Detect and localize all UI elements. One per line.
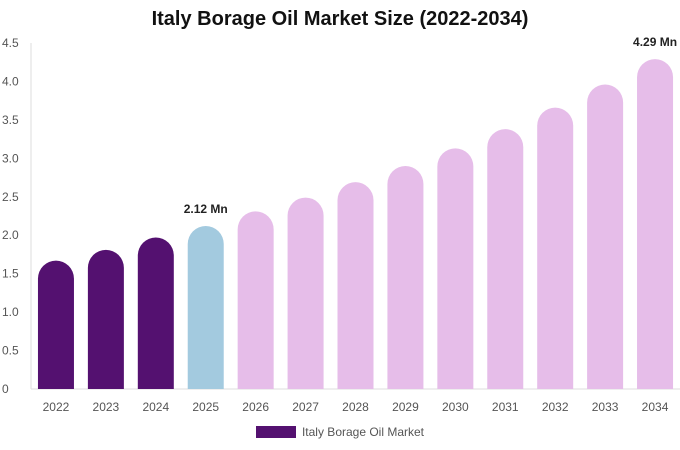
y-tick-label: 2.5: [2, 190, 19, 204]
y-tick-label: 3.5: [2, 113, 19, 127]
bar-2034: [637, 59, 674, 389]
legend: Italy Borage Oil Market: [0, 425, 680, 439]
y-tick-label: 2.0: [2, 228, 19, 242]
y-tick-label: 4.0: [2, 74, 19, 88]
y-tick-label: 0.5: [2, 344, 19, 358]
y-tick-label: 1.0: [2, 305, 19, 319]
data-label-2034: 4.29 Mn: [633, 35, 677, 49]
bar-2033: [587, 84, 624, 390]
bar-2023: [87, 249, 124, 389]
data-labels: 2.12 Mn 4.29 Mn: [184, 35, 677, 216]
x-tick-label: 2031: [492, 400, 519, 414]
bar-2025: [187, 225, 224, 389]
y-tick-label: 4.5: [2, 36, 19, 50]
bar-2022: [37, 260, 74, 389]
x-tick-label: 2027: [292, 400, 319, 414]
y-tick-label: 0: [2, 382, 9, 396]
bar-series: [37, 59, 674, 390]
x-tick-label: 2022: [43, 400, 70, 414]
bar-2029: [387, 166, 424, 389]
y-tick-label: 1.5: [2, 267, 19, 281]
bar-2026: [237, 211, 274, 389]
x-tick-label: 2023: [93, 400, 120, 414]
bar-2030: [437, 148, 474, 389]
data-label-2025: 2.12 Mn: [184, 202, 228, 216]
bar-2032: [537, 107, 574, 389]
chart-title: Italy Borage Oil Market Size (2022-2034): [151, 8, 529, 30]
x-tick-label: 2033: [592, 400, 619, 414]
bar-2028: [337, 182, 374, 389]
x-tick-label: 2029: [392, 400, 419, 414]
legend-swatch: [255, 426, 296, 438]
x-tick-label: 2024: [142, 400, 169, 414]
x-tick-label: 2030: [442, 400, 469, 414]
x-tick-label: 2025: [192, 400, 219, 414]
x-tick-label: 2028: [342, 400, 369, 414]
bar-chart: 0 0.5 1.0 1.5 2.0 2.5 3.0 3.5 4.0 4.5 2022 2023 2024…: [2, 35, 680, 414]
x-tick-label: 2034: [642, 400, 669, 414]
x-tick-label: 2026: [242, 400, 269, 414]
x-tick-label: 2032: [542, 400, 569, 414]
bar-2027: [287, 197, 324, 389]
chart-axes: 0 0.5 1.0 1.5 2.0 2.5 3.0 3.5 4.0 4.5 2022 2023 2024…: [2, 36, 680, 414]
legend-label: Italy Borage Oil Market: [301, 425, 425, 439]
y-tick-label: 3.0: [2, 151, 19, 165]
bar-2031: [487, 129, 524, 390]
bar-2024: [137, 237, 174, 389]
